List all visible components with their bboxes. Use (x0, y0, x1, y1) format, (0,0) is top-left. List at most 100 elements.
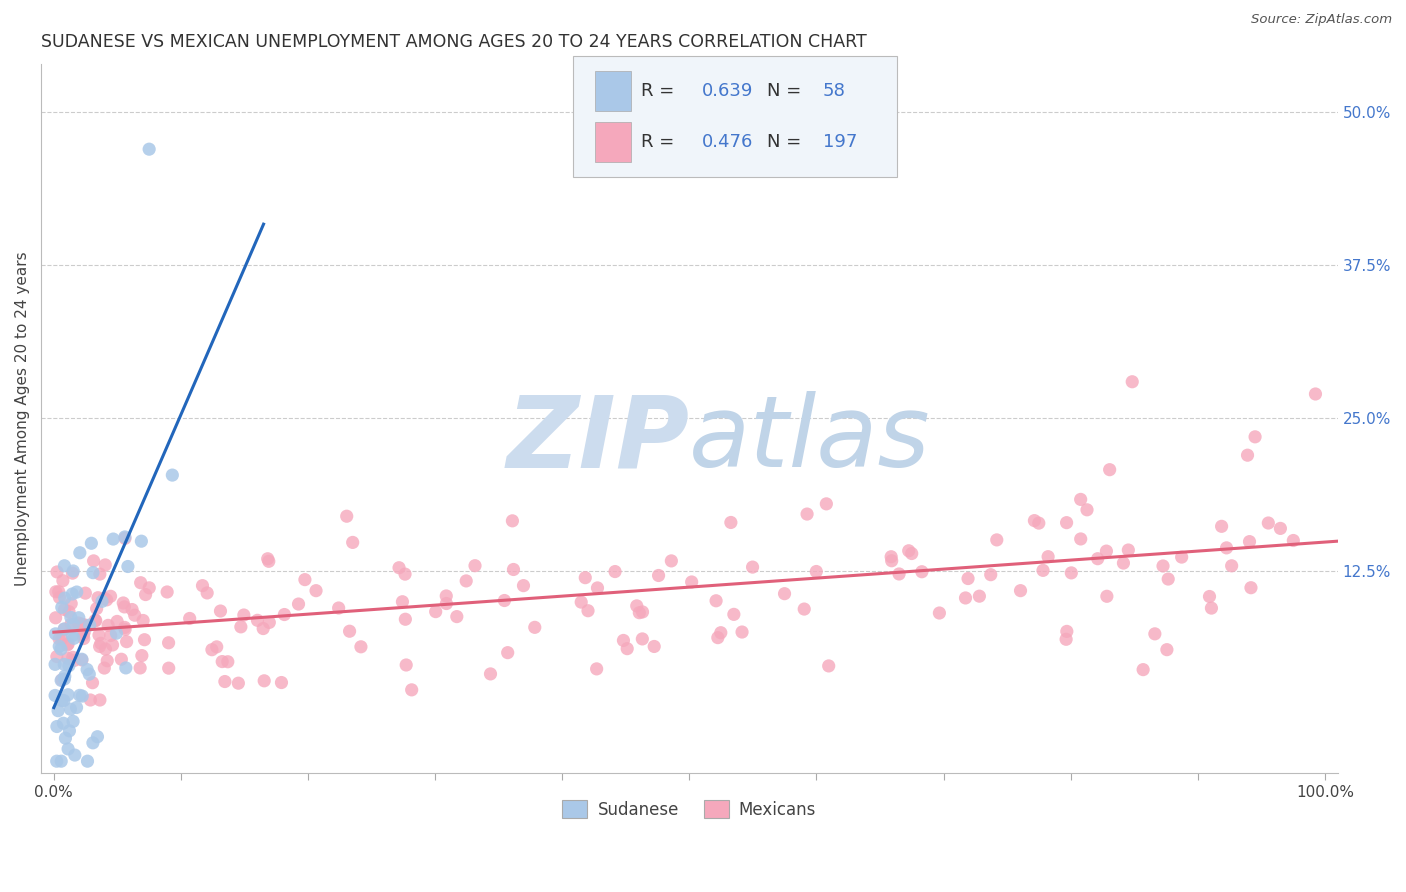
Point (1220, 558, 1243, 573)
Point (156, 585, 179, 599)
Point (1056, 516, 1078, 530)
Point (114, 530, 136, 544)
Point (612, 633, 634, 648)
Point (105, 615, 128, 629)
Point (83, 554, 105, 568)
Point (62, 650, 84, 665)
Text: ZIP: ZIP (506, 392, 689, 488)
Point (1236, 448, 1258, 462)
Point (270, 675, 292, 690)
Point (391, 595, 413, 609)
Point (741, 560, 763, 574)
Point (63, 632, 86, 646)
Point (232, 607, 254, 622)
Legend: Sudanese, Mexicans: Sudanese, Mexicans (555, 794, 823, 825)
Point (67, 615, 90, 630)
Point (986, 533, 1008, 547)
Point (84, 614, 107, 628)
Point (1024, 514, 1046, 528)
Point (135, 588, 157, 602)
Point (900, 547, 922, 561)
Point (82, 566, 104, 580)
Point (100, 628, 122, 642)
Point (1112, 556, 1135, 570)
Point (69, 689, 91, 703)
Point (53, 622, 76, 636)
Point (1036, 549, 1059, 564)
Point (586, 581, 609, 595)
Point (89, 693, 111, 707)
Point (928, 606, 950, 620)
Text: 0.639: 0.639 (703, 82, 754, 100)
Point (79, 693, 101, 707)
FancyBboxPatch shape (595, 71, 631, 112)
Point (773, 587, 796, 601)
Point (1240, 581, 1263, 595)
Point (1070, 492, 1092, 507)
Point (425, 605, 447, 619)
Point (134, 632, 156, 647)
Point (79, 618, 101, 632)
Point (1282, 533, 1305, 548)
Point (585, 662, 607, 676)
Point (1070, 532, 1092, 546)
Point (69, 546, 91, 560)
Point (87, 591, 110, 605)
Point (84, 613, 107, 627)
Point (129, 661, 152, 675)
Point (1098, 463, 1121, 477)
Point (53, 669, 76, 683)
Point (53, 672, 76, 686)
Point (1118, 543, 1140, 558)
Point (79, 667, 101, 681)
Point (96, 593, 118, 607)
Point (59, 610, 82, 624)
Point (704, 594, 727, 608)
Point (157, 636, 180, 650)
Point (94, 558, 117, 572)
Point (44, 689, 66, 703)
Point (287, 597, 309, 611)
Point (501, 514, 523, 528)
Point (91, 594, 114, 608)
Point (105, 626, 128, 640)
Point (110, 652, 132, 666)
Point (253, 673, 276, 688)
Point (115, 634, 138, 648)
Point (259, 615, 281, 630)
Point (815, 497, 838, 511)
Point (52, 693, 75, 707)
Point (48, 632, 70, 646)
Point (103, 532, 125, 546)
Point (723, 607, 745, 622)
Point (1032, 563, 1054, 577)
Point (67, 611, 90, 625)
Point (60, 597, 83, 611)
Point (97, 618, 120, 632)
Point (73, 625, 96, 640)
Point (179, 611, 201, 625)
Point (90, 636, 112, 650)
Point (45, 649, 67, 664)
Point (45, 719, 67, 733)
Point (65, 700, 87, 714)
Point (93, 661, 115, 675)
Point (76, 754, 98, 768)
Text: 0.476: 0.476 (703, 133, 754, 151)
Text: R =: R = (641, 133, 681, 151)
Point (793, 602, 815, 616)
Point (631, 632, 654, 646)
Point (56, 688, 79, 702)
Point (191, 579, 214, 593)
Point (48, 640, 70, 654)
Point (82, 675, 104, 690)
Point (887, 566, 910, 581)
Point (114, 620, 136, 634)
Point (897, 543, 920, 558)
Point (121, 602, 143, 616)
Point (62, 566, 84, 581)
Point (138, 581, 160, 595)
Point (512, 579, 534, 593)
Point (436, 597, 458, 611)
Point (1054, 632, 1077, 647)
